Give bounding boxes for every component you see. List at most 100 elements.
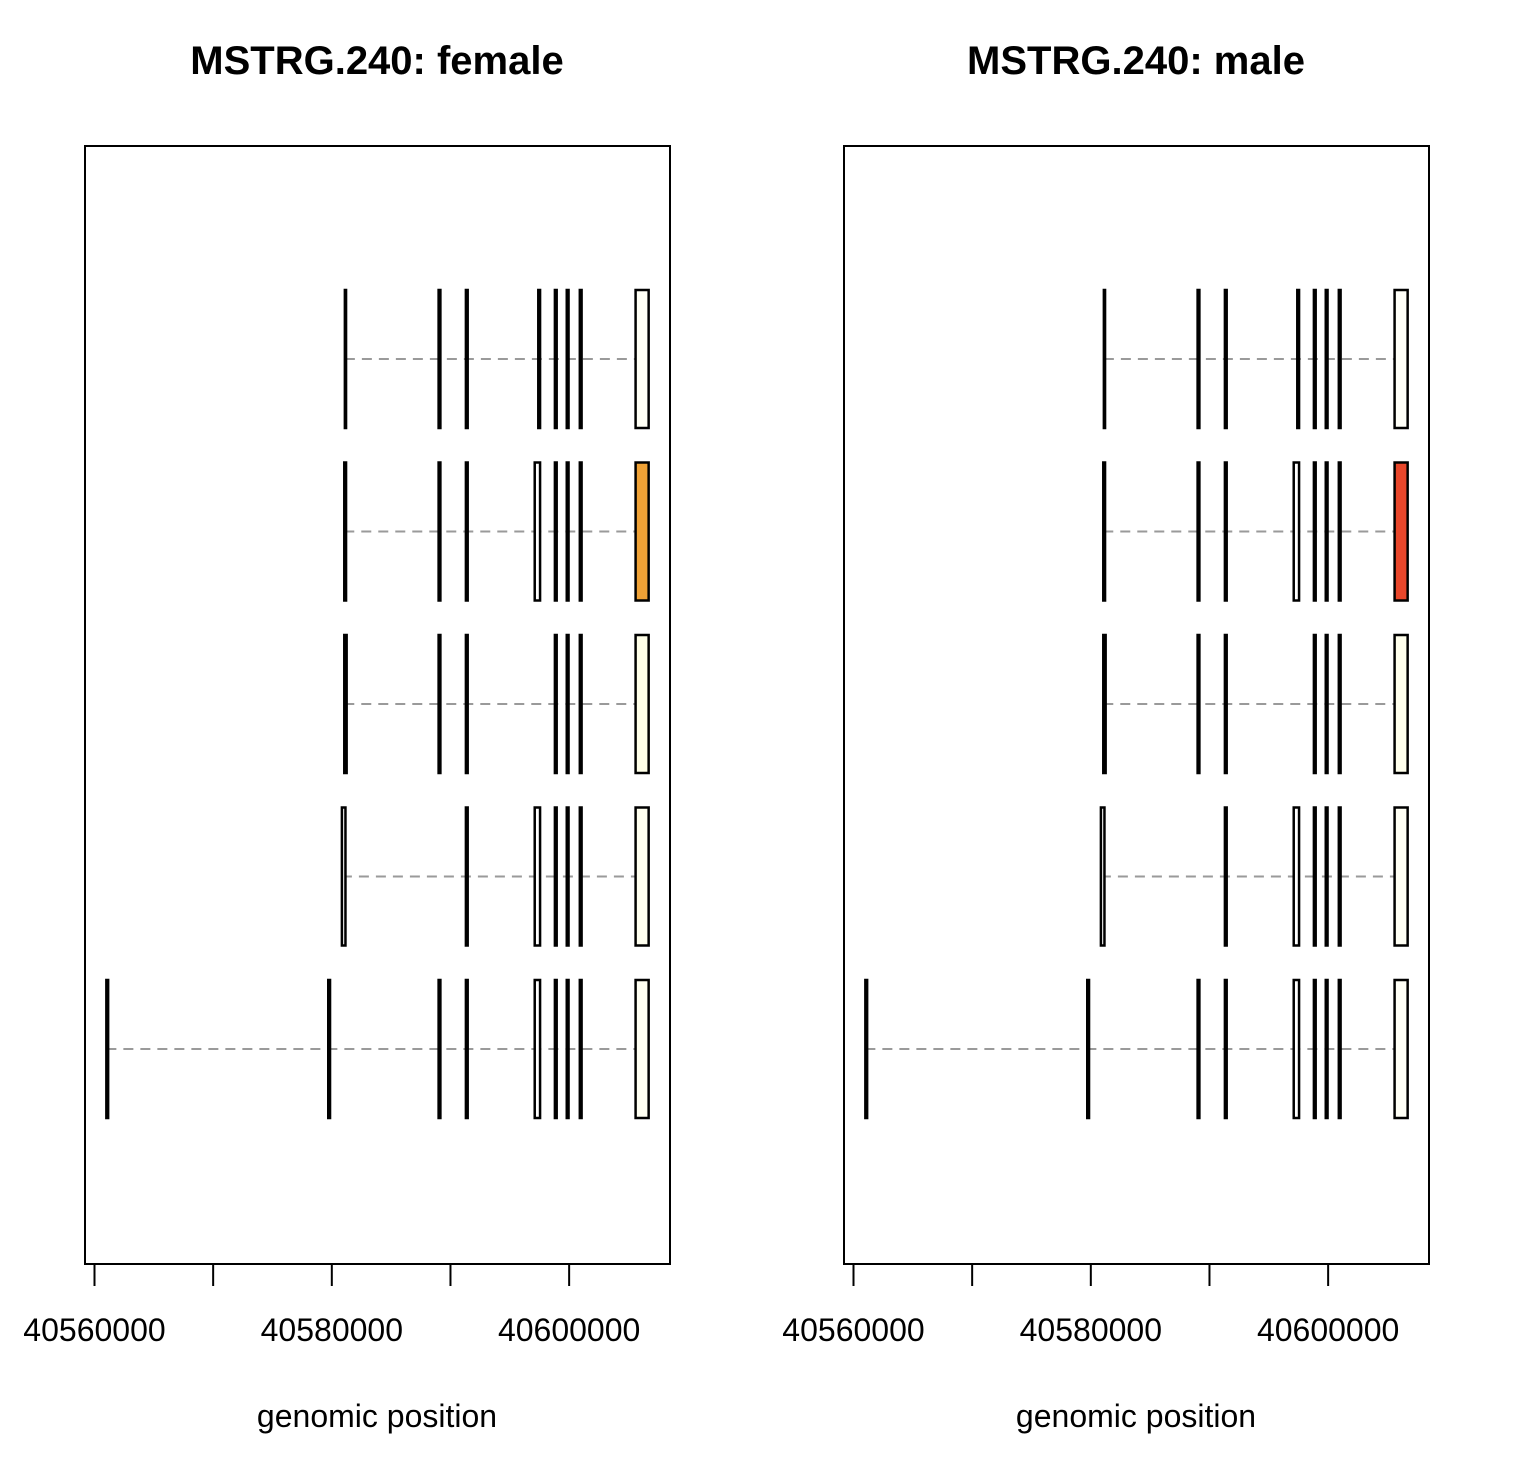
exon (437, 633, 442, 775)
panel-title: MSTRG.240: male (967, 39, 1305, 83)
exon (464, 806, 469, 947)
x-axis: 40560000 40580000 40600000 (782, 1263, 1399, 1348)
exon (578, 978, 583, 1120)
exon (1086, 978, 1091, 1120)
exon (553, 633, 558, 775)
exon (1312, 806, 1317, 947)
exon (1102, 461, 1107, 602)
x-axis-label: genomic position (1016, 1398, 1256, 1434)
transcript-row (1102, 461, 1409, 602)
transcript-row (343, 461, 650, 602)
exon (1223, 288, 1228, 430)
exon (1296, 288, 1301, 430)
x-tick-label: 40560000 (782, 1312, 924, 1348)
exon (1292, 806, 1301, 947)
exon (1337, 461, 1342, 602)
panel-female: MSTRG.240: female 40560000 40580000 406000… (23, 39, 671, 1434)
exon (1292, 461, 1301, 602)
transcripts (864, 288, 1409, 1120)
transcript-row (1102, 288, 1409, 430)
exon (565, 288, 570, 430)
exon (340, 806, 347, 947)
exon (864, 978, 869, 1120)
transcript-row (340, 806, 650, 947)
exon (1196, 461, 1201, 602)
exon (565, 806, 570, 947)
exon (343, 633, 348, 775)
exon (437, 461, 442, 602)
exon (553, 806, 558, 947)
transcript-row (343, 633, 650, 775)
exon (1312, 978, 1317, 1120)
exon (565, 461, 570, 602)
exon (553, 978, 558, 1120)
exon (464, 633, 469, 775)
exon (327, 978, 332, 1120)
exon (578, 806, 583, 947)
exon (634, 978, 650, 1120)
exon (553, 461, 558, 602)
exon (1324, 806, 1329, 947)
transcript-row (1102, 633, 1409, 775)
x-tick-label: 40600000 (498, 1312, 640, 1348)
exon (634, 288, 650, 430)
exon (1223, 633, 1228, 775)
exon (537, 288, 542, 430)
exon (1393, 288, 1409, 430)
transcript-row (343, 288, 650, 430)
exon (1337, 633, 1342, 775)
exon (553, 288, 558, 430)
x-tick-label: 40560000 (23, 1312, 165, 1348)
exon (343, 288, 348, 430)
panel-male: MSTRG.240: male 40560000 40580000 40600000… (782, 39, 1430, 1434)
exon (1102, 288, 1107, 430)
exon (1393, 978, 1409, 1120)
exon (1223, 461, 1228, 602)
exon (1393, 633, 1409, 775)
x-tick-label: 40600000 (1257, 1312, 1399, 1348)
exon (437, 288, 442, 430)
exon (578, 288, 583, 430)
exon (343, 461, 348, 602)
transcript-row (864, 978, 1409, 1120)
exon (533, 978, 542, 1120)
exon (464, 288, 469, 430)
exon (565, 633, 570, 775)
exon (533, 806, 542, 947)
exon (437, 978, 442, 1120)
exon (464, 461, 469, 602)
x-tick-label: 40580000 (1020, 1312, 1162, 1348)
exon (1324, 288, 1329, 430)
exon (1196, 978, 1201, 1120)
exon (1312, 461, 1317, 602)
exon (105, 978, 110, 1120)
exon (1324, 633, 1329, 775)
exon (1196, 288, 1201, 430)
exon (1223, 978, 1228, 1120)
exon (1337, 806, 1342, 947)
exon (1292, 978, 1301, 1120)
exon (578, 461, 583, 602)
exon (533, 461, 542, 602)
exon (578, 633, 583, 775)
exon (1196, 633, 1201, 775)
exon (1324, 978, 1329, 1120)
transcript-row (105, 978, 650, 1120)
exon (565, 978, 570, 1120)
exon (1223, 806, 1228, 947)
exon (464, 978, 469, 1120)
exon (1393, 461, 1409, 602)
exon (634, 461, 650, 602)
exon (1337, 288, 1342, 430)
exon (1337, 978, 1342, 1120)
exon (634, 806, 650, 947)
x-axis-label: genomic position (257, 1398, 497, 1434)
panel-title: MSTRG.240: female (190, 39, 563, 83)
exon (1393, 806, 1409, 947)
exon (1324, 461, 1329, 602)
transcript-row (1099, 806, 1409, 947)
exon (1312, 633, 1317, 775)
x-tick-label: 40580000 (261, 1312, 403, 1348)
exon (1102, 633, 1107, 775)
